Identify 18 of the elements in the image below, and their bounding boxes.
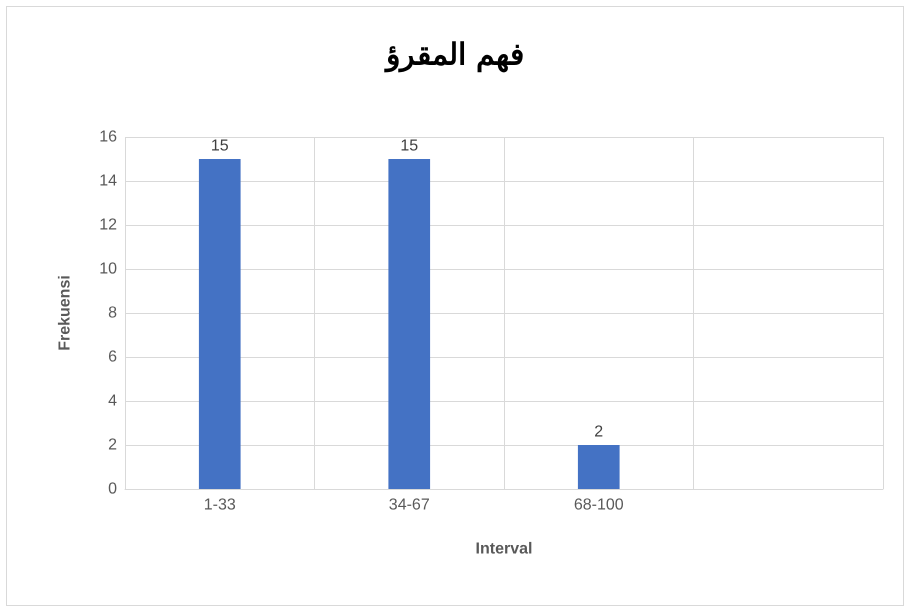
y-tick-label: 10 [99, 260, 118, 278]
y-tick-label: 4 [108, 392, 118, 410]
x-axis-title: Interval [476, 540, 532, 558]
y-tick-label: 0 [108, 480, 118, 498]
y-tick-label: 12 [99, 216, 118, 234]
y-tick-label: 8 [108, 304, 118, 322]
data-label: 15 [210, 138, 229, 154]
y-tick-label: 2 [108, 436, 118, 454]
y-axis-title: Frekuensi [56, 275, 74, 351]
data-label: 15 [400, 138, 418, 154]
y-tick-label: 6 [108, 348, 118, 366]
x-tick-label: 1-33 [204, 496, 236, 514]
y-tick-label: 14 [99, 172, 118, 190]
x-tick-label: 68-100 [574, 496, 624, 514]
chart-title: فهم المقرؤ [384, 38, 524, 72]
x-tick-label: 34-67 [388, 496, 430, 514]
y-tick-label: 16 [99, 128, 118, 146]
data-label: 2 [594, 424, 604, 440]
